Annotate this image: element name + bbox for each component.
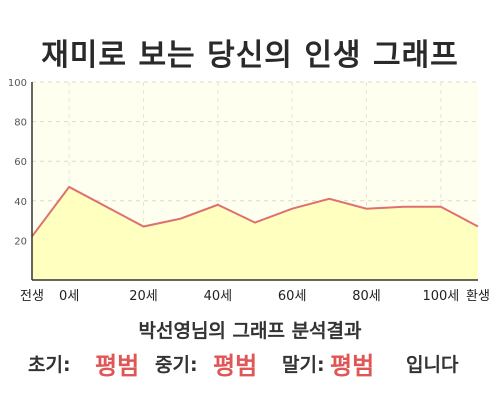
series-area bbox=[32, 186, 478, 280]
result-caption: 박선영님의 그래프 분석결과 bbox=[138, 320, 362, 342]
ending-text: 입니다 bbox=[406, 354, 459, 376]
series-line bbox=[31, 185, 479, 238]
y-tick-label: 80 bbox=[14, 118, 27, 129]
x-tick-label: 100세 bbox=[422, 289, 459, 304]
middle-value: 평범 bbox=[213, 352, 258, 380]
x-tick-label: 80세 bbox=[352, 289, 381, 304]
phase-summary: 초기: 평범 중기: 평범 말기: 평범 입니다 bbox=[0, 344, 500, 380]
y-tick-label: 60 bbox=[14, 157, 27, 168]
page-title: 재미로 보는 당신의 인생 그래프 bbox=[41, 38, 459, 73]
x-tick-label: 환생 bbox=[466, 289, 490, 304]
early-value: 평범 bbox=[95, 352, 140, 380]
x-tick-label: 20세 bbox=[129, 289, 158, 304]
x-tick-label: 60세 bbox=[278, 289, 307, 304]
x-tick-label: 전생 bbox=[20, 289, 44, 304]
middle-label: 중기: bbox=[155, 354, 198, 376]
y-tick-label: 40 bbox=[14, 197, 27, 208]
x-tick-label: 0세 bbox=[59, 289, 79, 304]
early-label: 초기: bbox=[28, 354, 71, 376]
x-tick-label: 40세 bbox=[204, 289, 233, 304]
y-tick-label: 20 bbox=[14, 236, 27, 247]
life-graph-chart: 20 40 60 80 100 전생 0세 20세 40세 60세 80세 100세 환생 bbox=[8, 78, 490, 304]
late-value: 평범 bbox=[330, 352, 375, 380]
y-tick-label: 100 bbox=[8, 78, 27, 89]
late-label: 말기: bbox=[282, 354, 325, 376]
